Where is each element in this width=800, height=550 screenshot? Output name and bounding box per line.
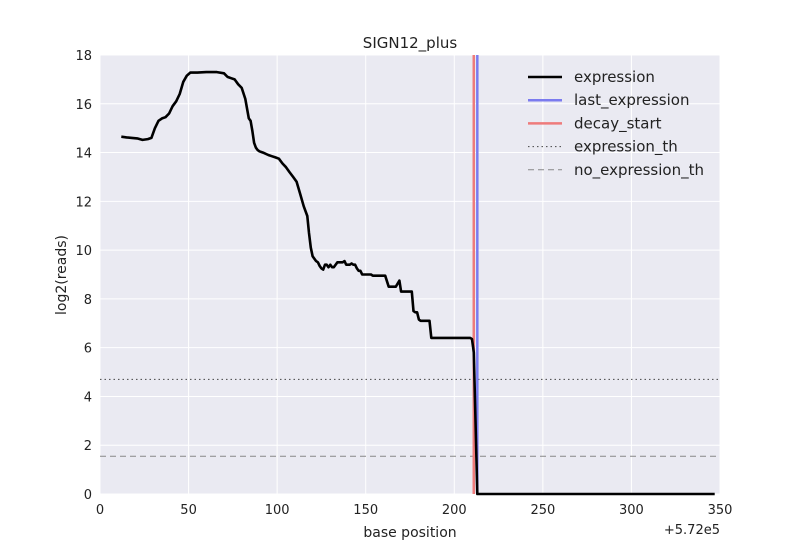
x-tick-labels: 0 50 100 150 200 250 300 350 xyxy=(96,503,733,518)
y-tick-label: 2 xyxy=(84,439,92,454)
x-tick-label: 50 xyxy=(180,503,197,518)
y-tick-label: 14 xyxy=(75,147,92,162)
grid xyxy=(99,54,721,495)
y-tick-label: 4 xyxy=(84,390,92,405)
thresholds xyxy=(100,378,720,457)
x-tick-label: 300 xyxy=(619,503,644,518)
y-tick-label: 16 xyxy=(75,98,92,113)
x-tick-label: 150 xyxy=(353,503,378,518)
x-tick-label: 250 xyxy=(530,503,555,518)
chart-title: SIGN12_plus xyxy=(363,34,458,53)
x-tick-label: 0 xyxy=(96,503,104,518)
x-tick-label: 200 xyxy=(442,503,467,518)
y-tick-label: 10 xyxy=(75,244,92,259)
x-axis-label: base position xyxy=(363,525,456,541)
y-tick-label: 12 xyxy=(75,195,92,210)
x-tick-label: 100 xyxy=(265,503,290,518)
series-lines xyxy=(121,70,715,496)
plot-background xyxy=(100,55,720,494)
y-tick-labels: 0 2 4 6 8 10 12 14 16 18 xyxy=(75,49,92,503)
legend-label: expression xyxy=(574,68,655,86)
y-tick-label: 8 xyxy=(84,293,92,308)
legend: expression last_expression decay_startexpr… xyxy=(528,68,704,180)
y-tick-label: 18 xyxy=(75,49,92,64)
y-tick-label: 6 xyxy=(84,342,92,357)
expression-line xyxy=(121,70,715,496)
vertical-markers xyxy=(472,55,479,494)
legend-label: decay_start xyxy=(574,114,662,133)
legend-label: no_expression_th xyxy=(574,161,704,180)
x-tick-label: 350 xyxy=(708,503,733,518)
x-offset-label: +5.72e5 xyxy=(664,523,720,538)
legend-label: expression_th xyxy=(574,138,678,157)
y-tick-label: 0 xyxy=(84,488,92,503)
y-axis-label: log2(reads) xyxy=(54,235,70,315)
legend-label: last_expression xyxy=(574,91,689,110)
